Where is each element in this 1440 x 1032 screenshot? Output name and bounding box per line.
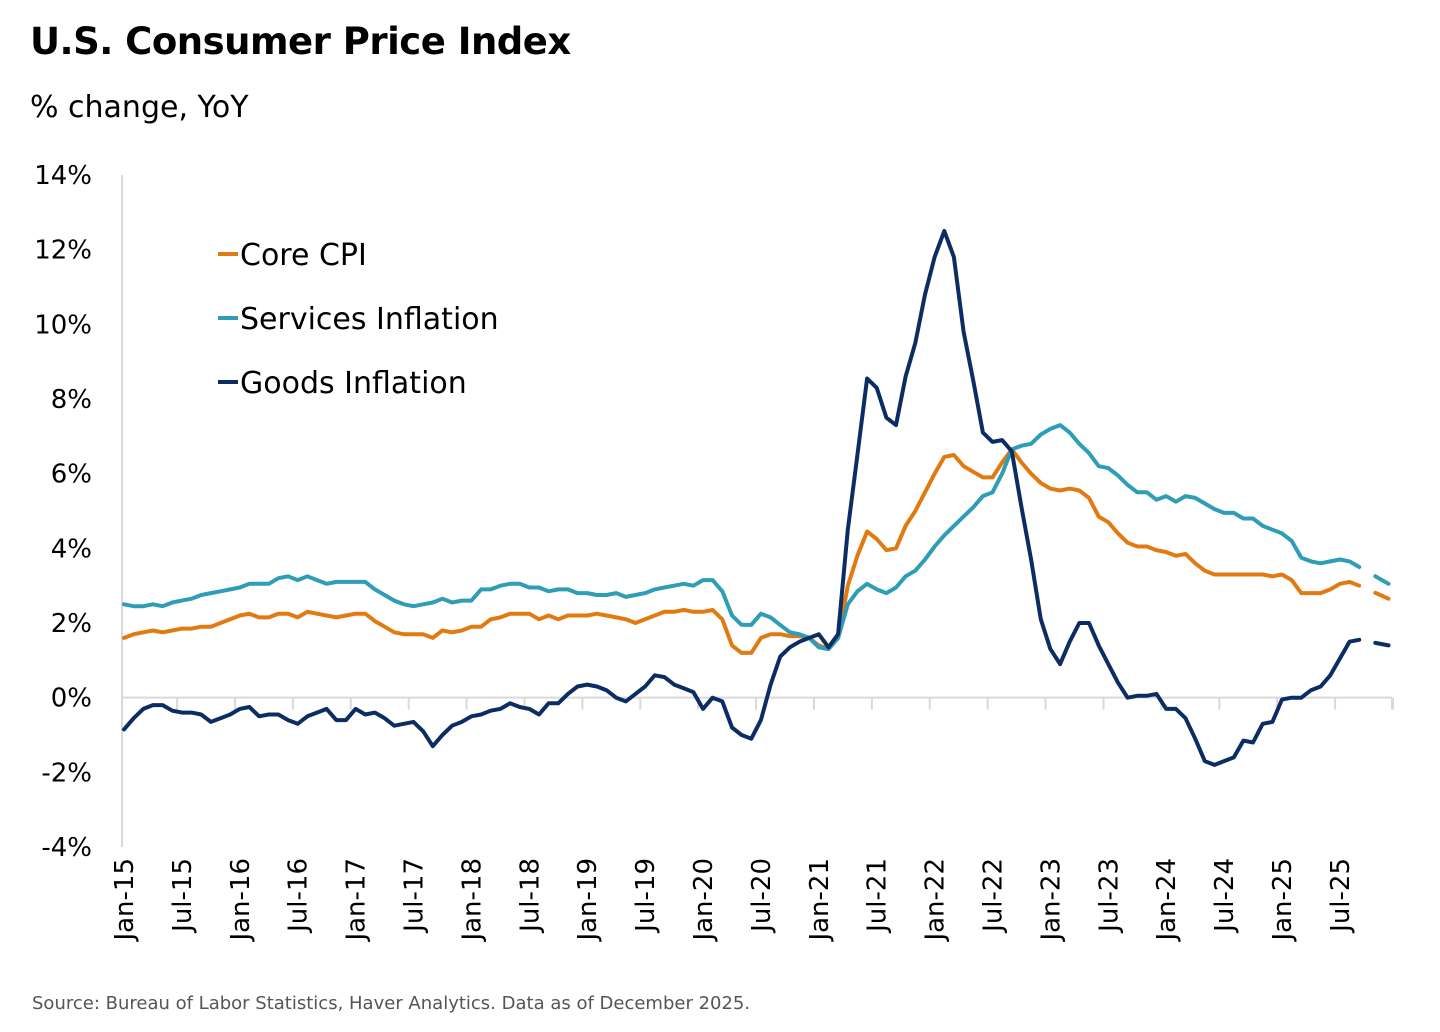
x-tick-label: Jul-16 (284, 858, 314, 934)
x-tick-label: Jan-19 (573, 858, 603, 943)
series-line-services-inflation (122, 423, 1362, 652)
x-tick-label: Jul-15 (168, 858, 198, 934)
y-tick-label: 6% (51, 460, 92, 490)
x-tick-label: Jul-19 (631, 858, 661, 934)
y-tick-label: 2% (51, 609, 92, 639)
y-tick-label: 14% (34, 161, 92, 191)
x-tick-label: Jan-24 (1152, 858, 1182, 943)
legend-label: Services Inflation (240, 302, 499, 337)
legend-label: Core CPI (240, 238, 367, 273)
x-tick-label: Jan-20 (689, 858, 719, 943)
x-tick-label: Jan-25 (1268, 858, 1298, 943)
legend-label: Goods Inflation (240, 366, 467, 401)
y-tick-label: 10% (34, 310, 92, 340)
x-tick-label: Jul-18 (515, 858, 545, 934)
x-tick-label: Jan-16 (226, 858, 256, 943)
x-tick-label: Jul-24 (1210, 858, 1240, 934)
x-tick-label: Jul-21 (863, 858, 893, 934)
series-line-core-cpi (122, 447, 1362, 655)
source-note: Source: Bureau of Labor Statistics, Have… (32, 993, 751, 1014)
y-tick-label: 0% (51, 684, 92, 714)
x-tick-label: Jul-17 (400, 858, 430, 934)
chart-title: U.S. Consumer Price Index (30, 20, 571, 63)
y-tick-label: -2% (41, 758, 92, 788)
y-tick-label: 8% (51, 385, 92, 415)
x-tick-label: Jan-17 (342, 858, 372, 943)
x-tick-label: Jan-18 (457, 858, 487, 943)
y-tick-label: -4% (41, 833, 92, 863)
x-tick-label: Jul-25 (1326, 858, 1356, 934)
series-dashed-segment (1373, 574, 1391, 586)
series-dashed-segment (1373, 640, 1391, 648)
x-tick-label: Jul-23 (1094, 858, 1124, 934)
series-dashed-segment (1373, 590, 1391, 601)
y-tick-label: 4% (51, 534, 92, 564)
y-tick-label: 12% (34, 236, 92, 266)
x-tick-label: Jul-22 (979, 858, 1009, 934)
x-tick-label: Jan-15 (110, 858, 140, 943)
x-tick-label: Jul-20 (747, 858, 777, 934)
x-tick-label: Jan-22 (921, 858, 951, 943)
chart-subtitle: % change, YoY (30, 90, 249, 125)
x-tick-label: Jan-23 (1036, 858, 1066, 943)
x-tick-label: Jan-21 (805, 858, 835, 943)
series-line-goods-inflation (122, 229, 1362, 767)
